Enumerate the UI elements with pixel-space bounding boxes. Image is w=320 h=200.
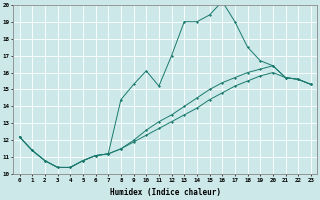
X-axis label: Humidex (Indice chaleur): Humidex (Indice chaleur) — [110, 188, 221, 197]
